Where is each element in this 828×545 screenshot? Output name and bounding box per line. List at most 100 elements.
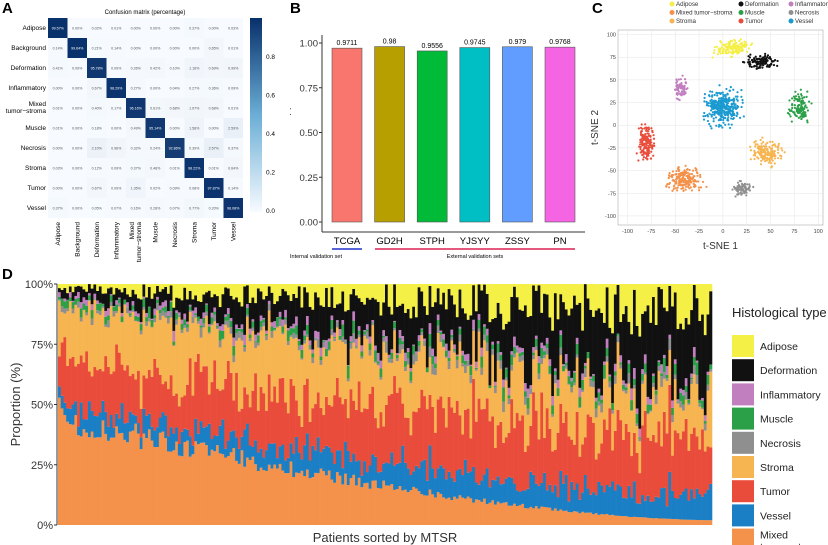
heatmap-col-label: Deformation xyxy=(94,222,101,258)
bar-segment xyxy=(406,351,410,359)
bar-segment xyxy=(616,515,620,525)
scatter-point xyxy=(652,137,656,140)
bar-segment xyxy=(619,355,623,363)
scatter-point xyxy=(731,105,734,108)
bar-segment xyxy=(292,338,296,386)
heatmap-cell xyxy=(126,178,146,198)
heatmap-cell xyxy=(223,118,243,138)
bar-segment xyxy=(164,381,168,416)
bar-segment xyxy=(608,374,612,377)
bar-segment xyxy=(295,400,299,437)
y-tick-label: -25 xyxy=(608,146,616,152)
bar-segment xyxy=(687,500,691,520)
scatter-point xyxy=(753,141,756,144)
bar-segment xyxy=(218,330,222,341)
bar-segment xyxy=(210,297,214,313)
bar-segment xyxy=(480,367,484,375)
scatter-point xyxy=(673,184,676,187)
bar-segment xyxy=(180,329,184,334)
bar-segment xyxy=(575,284,579,305)
scatter-point xyxy=(793,111,796,115)
bar-segment xyxy=(265,295,269,331)
y-tick-label: 1.00 xyxy=(300,39,319,50)
bar-segment xyxy=(308,306,312,341)
bar-segment xyxy=(66,300,70,309)
bar-segment xyxy=(232,362,236,401)
scatter-point xyxy=(786,111,790,115)
bar-segment xyxy=(682,410,686,432)
bar-segment xyxy=(107,426,111,441)
bar-segment xyxy=(74,415,78,525)
scatter-point xyxy=(736,193,739,196)
bar-segment xyxy=(355,347,359,349)
bar-segment xyxy=(237,328,241,332)
bar-segment xyxy=(164,317,168,382)
bar-segment xyxy=(649,404,653,411)
bar-segment xyxy=(515,345,519,350)
bar-segment xyxy=(243,429,247,467)
scatter-point xyxy=(678,177,681,181)
scatter-point xyxy=(765,58,768,61)
bar-segment xyxy=(284,309,288,318)
scatter-point xyxy=(732,88,735,91)
bar-segment xyxy=(371,323,375,326)
bar-segment xyxy=(523,404,527,452)
scatter-point xyxy=(742,115,745,118)
bar-segment xyxy=(543,358,547,438)
heatmap-cell xyxy=(165,38,185,58)
bar-segment xyxy=(202,366,206,428)
bar-segment xyxy=(77,307,81,364)
bar-segment xyxy=(646,404,650,414)
bar-segment xyxy=(692,365,696,375)
scatter-point xyxy=(724,123,727,126)
scatter-point xyxy=(675,78,678,81)
bar-segment xyxy=(330,329,334,336)
bar-segment xyxy=(183,442,187,525)
bar-segment xyxy=(158,284,162,292)
bar-segment xyxy=(570,381,574,388)
bar-segment xyxy=(90,310,94,319)
bar-segment xyxy=(237,331,241,338)
colorbar xyxy=(250,18,262,212)
bar-segment xyxy=(186,384,190,430)
bar-segment xyxy=(352,400,356,454)
bar-segment xyxy=(687,324,691,399)
heatmap-cell xyxy=(87,38,107,58)
bar-segment xyxy=(109,374,113,415)
bar-segment xyxy=(619,486,623,516)
bar-segment xyxy=(706,371,710,375)
heatmap-cell-label: 0.00% xyxy=(53,187,64,191)
stacked-proportion-chart: 0%25%50%75%100%Proportion (%)Patients so… xyxy=(8,279,827,545)
bar-value-label: 0.9711 xyxy=(337,40,358,47)
bar-segment xyxy=(513,284,517,287)
bar-segment xyxy=(540,342,544,348)
scatter-point xyxy=(772,151,775,154)
bar-segment xyxy=(551,492,555,511)
bar-segment xyxy=(622,380,626,385)
heatmap-cell xyxy=(184,158,204,178)
scatter-point xyxy=(649,135,652,138)
legend-label: Deformation xyxy=(745,1,779,8)
heatmap-cell xyxy=(165,98,185,118)
bar-segment xyxy=(417,468,421,492)
bar-segment xyxy=(131,309,135,312)
x-tick-label: -50 xyxy=(671,229,679,235)
bar-segment xyxy=(216,323,220,327)
bar-segment xyxy=(540,347,544,359)
bar-segment xyxy=(186,284,190,300)
bar-segment xyxy=(281,332,285,335)
bar-segment xyxy=(240,324,244,329)
scatter-point xyxy=(776,59,779,63)
bar-segment xyxy=(210,284,214,298)
heatmap-row-label: Necrosis xyxy=(21,145,47,152)
bar-segment xyxy=(564,474,568,511)
scatter-point xyxy=(709,90,712,93)
bar-segment xyxy=(703,335,707,416)
bar-segment xyxy=(134,423,138,525)
bar-segment xyxy=(161,315,165,385)
x-tick-label: STPH xyxy=(420,236,445,247)
scatter-point xyxy=(773,157,777,160)
bar-segment xyxy=(303,343,307,385)
bar-segment xyxy=(123,303,127,305)
